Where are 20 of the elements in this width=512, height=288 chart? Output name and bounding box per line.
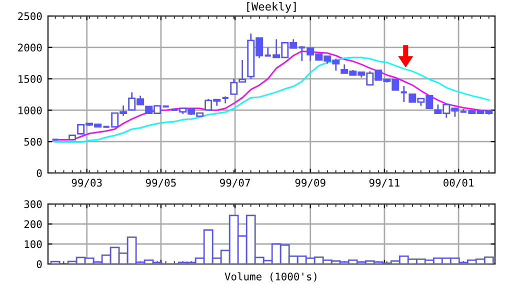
y-tick-label: 0: [36, 260, 42, 268]
x-axis-title: Volume (1000's): [224, 272, 316, 282]
y-tick-label: 100: [24, 240, 42, 248]
y-tick-label: 1500: [18, 75, 42, 83]
x-tick-label: 99/07: [220, 178, 250, 188]
x-tick-label: 99/03: [72, 178, 102, 188]
y-tick-label: 0: [36, 169, 42, 178]
chart-title: [Weekly]: [247, 2, 296, 13]
y-tick-label: 2000: [18, 44, 42, 52]
x-tick-label: 00/01: [444, 178, 474, 188]
x-tick-label: 99/11: [369, 178, 400, 188]
y-tick-label: 200: [24, 220, 42, 228]
candlestick: [400, 85, 408, 103]
x-tick-label: 99/05: [146, 178, 176, 188]
y-tick-label: 500: [24, 138, 42, 146]
y-tick-label: 300: [24, 200, 42, 208]
y-tick-label: 2500: [18, 12, 42, 20]
y-tick-label: 1000: [18, 106, 42, 114]
bar: [50, 260, 60, 264]
x-tick-label: 99/09: [295, 178, 326, 188]
